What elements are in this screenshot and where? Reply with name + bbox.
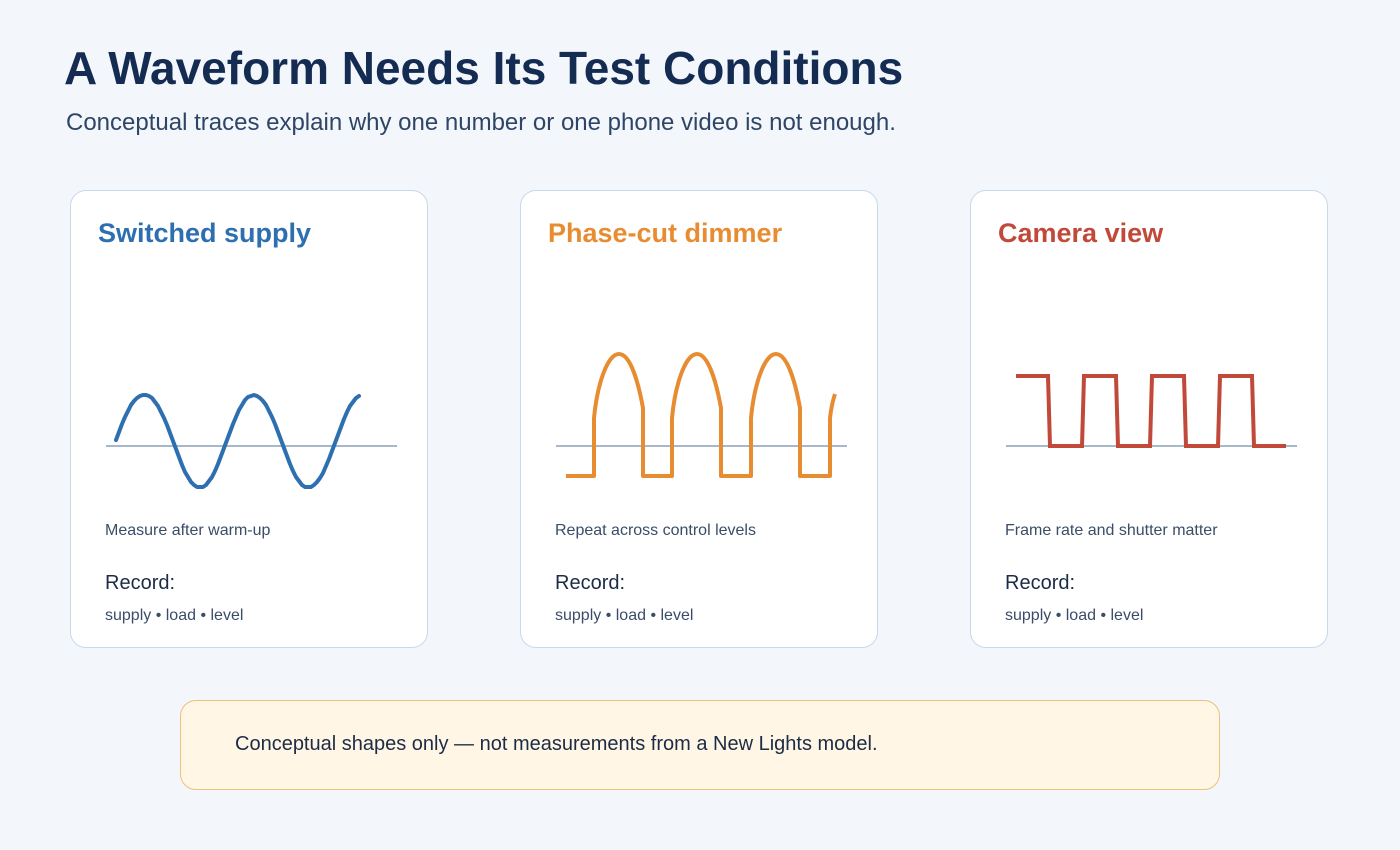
sine-trace [106,393,397,489]
card-note: Frame rate and shutter matter [1005,522,1218,539]
square-trace [1006,374,1297,448]
record-items: supply • load • level [1005,607,1144,624]
record-label: Record: [555,572,626,594]
page-title: A Waveform Needs Its Test Conditions [64,42,904,94]
card-title: Switched supply [98,218,312,248]
footnote-box: Conceptual shapes only — not measurement… [180,700,1220,790]
card-camera-view: Camera view Frame rate and shutter matte… [970,190,1328,648]
waveform [114,393,361,489]
card-note: Repeat across control levels [555,522,756,539]
card-switched-supply: Switched supply Measure after warm-up Re… [70,190,428,648]
card-title: Camera view [998,218,1164,248]
card-phase-cut-dimmer: Phase-cut dimmer Repeat across control l… [520,190,878,648]
record-items: supply • load • level [555,607,694,624]
record-items: supply • load • level [105,607,244,624]
waveform [566,352,837,478]
record-label: Record: [1005,572,1076,594]
page-subtitle: Conceptual traces explain why one number… [66,109,896,136]
card-note: Measure after warm-up [105,522,271,539]
phase-cut-trace [556,352,847,478]
waveform [1016,374,1286,448]
card-title: Phase-cut dimmer [548,218,783,248]
footnote-text: Conceptual shapes only — not measurement… [235,733,878,755]
record-label: Record: [105,572,176,594]
